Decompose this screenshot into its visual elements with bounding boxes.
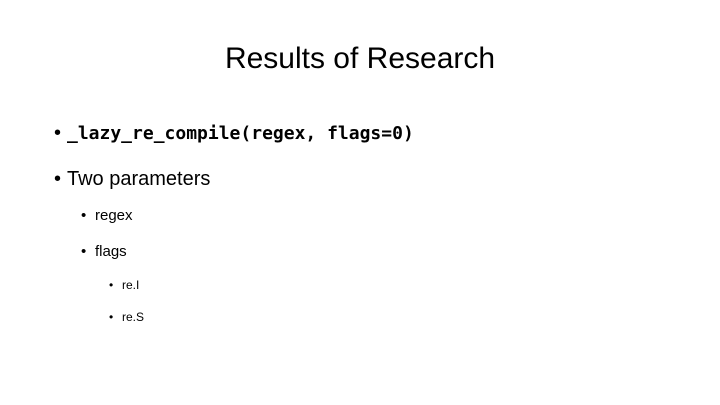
bullet-dot: • [54,122,62,144]
slide-title: Results of Research [224,42,496,75]
sub-sub-bullet-text: re.I [122,278,140,292]
bullet-item: • _lazy_re_compile(regex, flags=0) [54,120,414,147]
bullet-text: Two parameters [67,168,211,190]
bullet-item: • Two parameters [54,166,210,192]
bullet-dot: • [81,243,87,260]
sub-sub-bullet-item: • re.S [109,309,144,325]
bullet-dot: • [54,168,62,190]
sub-sub-bullet-item: • re.I [109,277,139,293]
bullet-text-function-signature: _lazy_re_compile(regex, flags=0) [67,123,414,144]
bullet-dot: • [109,278,114,292]
sub-bullet-item: • regex [81,206,133,226]
sub-sub-bullet-text: re.S [122,310,145,324]
bullet-dot: • [109,310,114,324]
sub-bullet-item: • flags [81,242,127,262]
sub-bullet-text: regex [95,207,133,224]
bullet-dot: • [81,207,87,224]
sub-bullet-text: flags [95,243,127,260]
